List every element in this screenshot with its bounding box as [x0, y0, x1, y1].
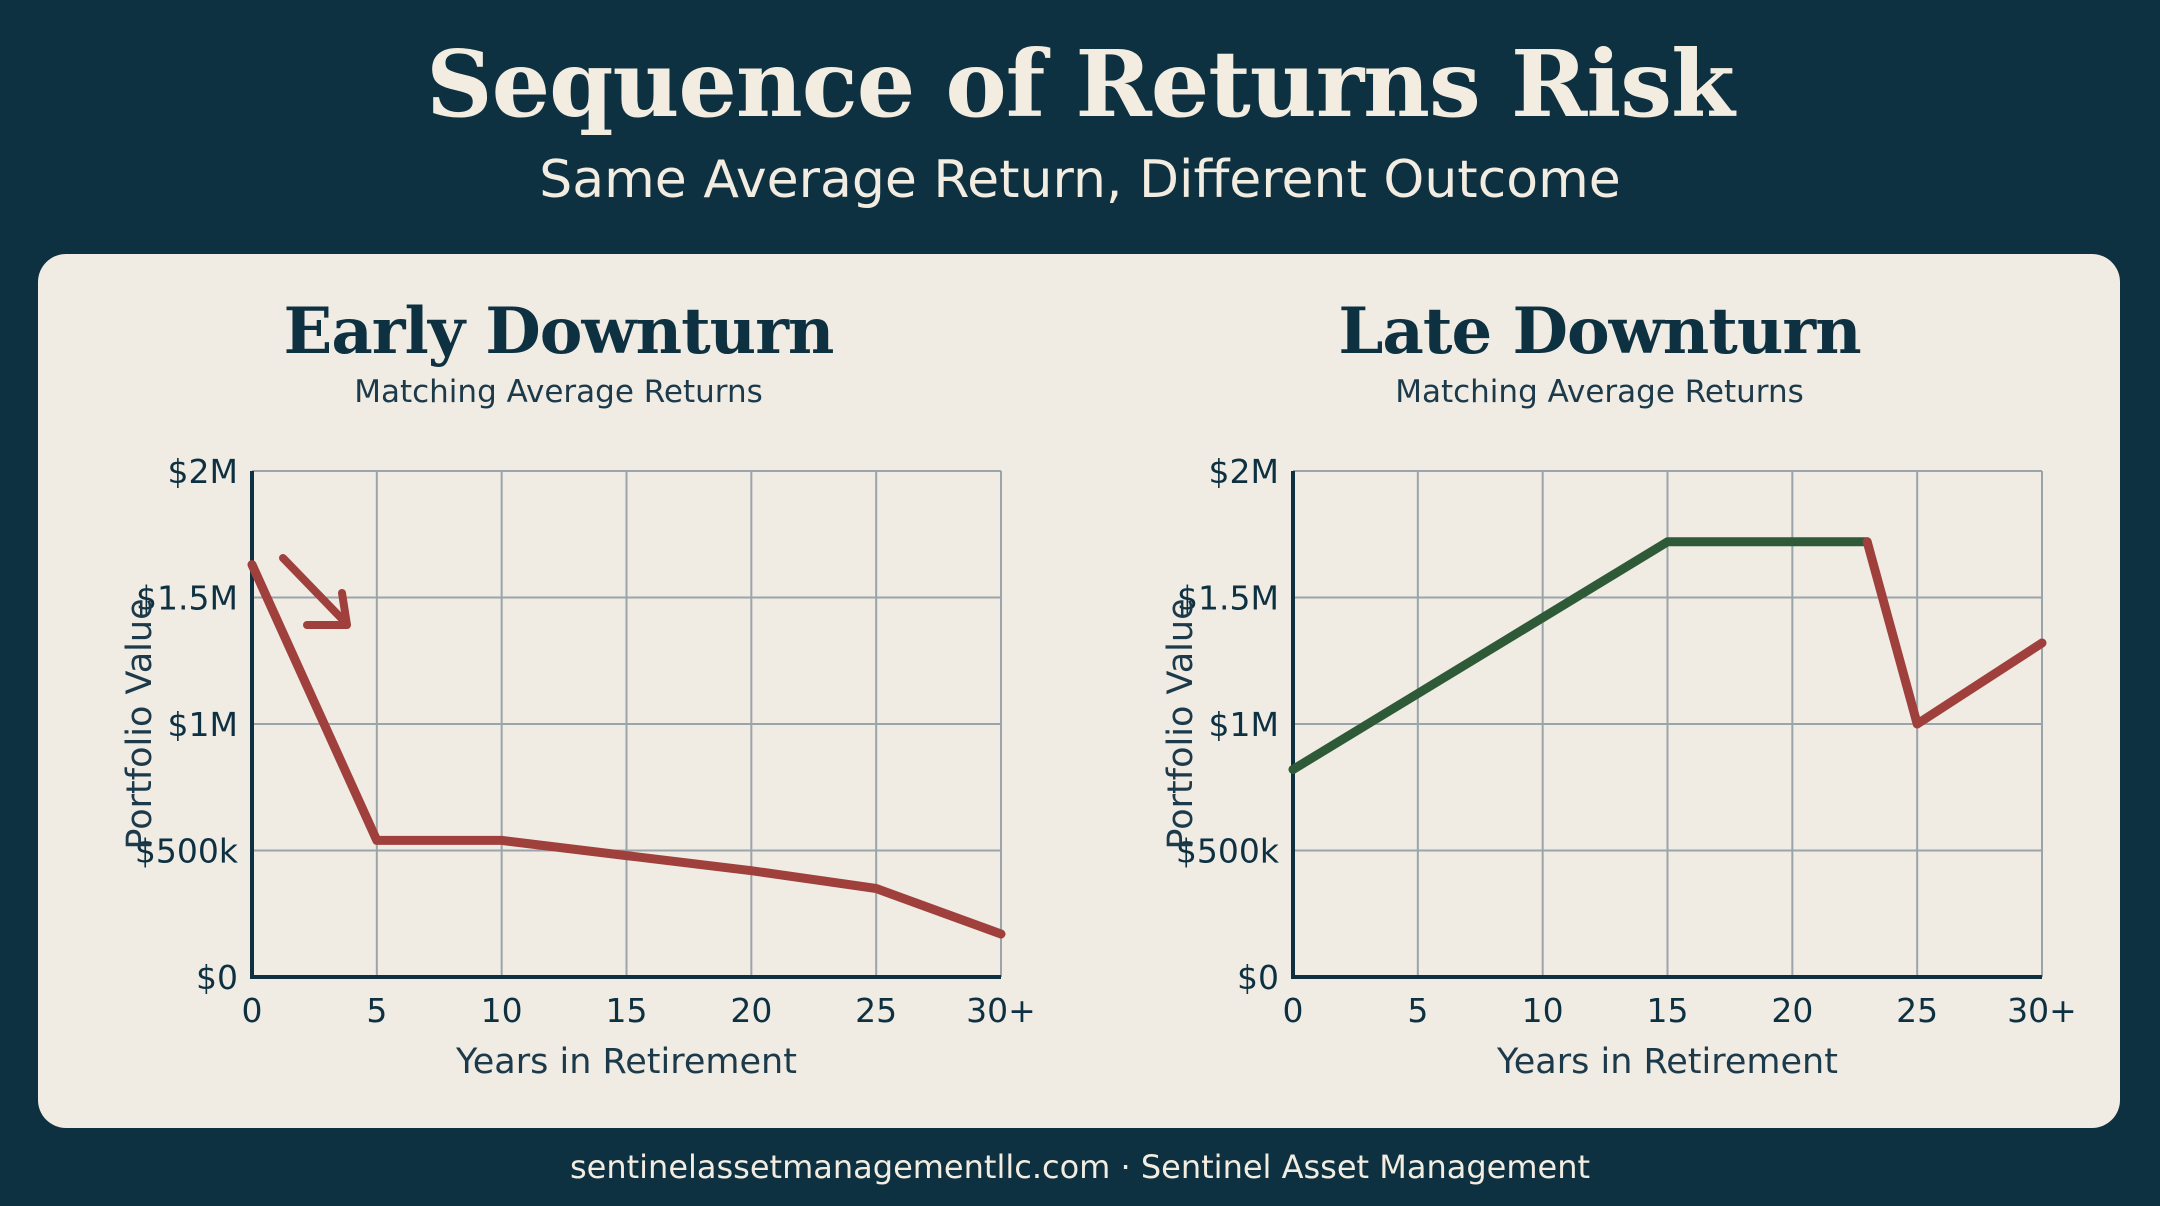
x-tick-label: 15	[1647, 991, 1689, 1030]
series-line	[1862, 537, 2047, 729]
x-tick-label: 0	[242, 991, 263, 1030]
chart-early-downturn: Early Downturn Matching Average Returns …	[38, 254, 1079, 1128]
y-tick-label: $1M	[1209, 705, 1279, 744]
x-tick-label: 20	[730, 991, 772, 1030]
down-arrow-icon	[279, 554, 351, 629]
x-tick-label: 15	[606, 991, 648, 1030]
early-downturn-plot: 0 5 10 15 20 25 30+ $0 $500k $1M $1.5M $2M Years in …	[120, 452, 1036, 1082]
x-tick-label: 0	[1283, 991, 1304, 1030]
y-tick-label: $0	[196, 958, 238, 997]
x-tick-label: 5	[1407, 991, 1428, 1030]
x-tick-label: 10	[1522, 991, 1564, 1030]
y-axis-label: Portfolio Value	[120, 598, 160, 849]
y-tick-label: $1M	[168, 705, 238, 744]
page-subtitle: Same Average Return, Different Outcome	[539, 150, 1621, 210]
chart-title: Early Downturn	[283, 294, 835, 369]
x-tick-label: 30+	[2007, 991, 2077, 1030]
y-tick-label: $500k	[1176, 832, 1280, 871]
x-tick-label: 20	[1771, 991, 1813, 1030]
chart-late-downturn: Late Downturn Matching Average Returns 0…	[1079, 254, 2120, 1128]
x-axis-label: Years in Retirement	[1496, 1042, 1838, 1082]
x-tick-label: 25	[855, 991, 897, 1030]
y-axis-label: Portfolio Value	[1161, 598, 1201, 849]
chart-title: Late Downturn	[1338, 294, 1861, 369]
series-line	[1288, 537, 1872, 774]
x-tick-label: 5	[366, 991, 387, 1030]
x-tick-label: 10	[481, 991, 523, 1030]
charts-panel: Early Downturn Matching Average Returns …	[38, 254, 2120, 1128]
y-tick-label: $2M	[1209, 452, 1279, 491]
y-tick-label: $2M	[168, 452, 238, 491]
series-line	[247, 560, 1006, 939]
y-tick-label: $0	[1237, 958, 1279, 997]
page-title: Sequence of Returns Risk	[426, 30, 1735, 138]
chart-subtitle: Matching Average Returns	[354, 374, 763, 410]
footer-credit: sentinelassetmanagementllc.com · Sentine…	[569, 1148, 1591, 1186]
x-axis-label: Years in Retirement	[455, 1042, 797, 1082]
late-downturn-plot: 0 5 10 15 20 25 30+ $0 $500k $1M $1.5M $2M Years in …	[1161, 452, 2077, 1082]
x-tick-label: 30+	[966, 991, 1036, 1030]
x-tick-label: 25	[1896, 991, 1938, 1030]
y-tick-label: $1.5M	[1177, 579, 1279, 618]
y-tick-label: $1.5M	[136, 579, 238, 618]
y-tick-label: $500k	[135, 832, 239, 871]
chart-subtitle: Matching Average Returns	[1395, 374, 1804, 410]
